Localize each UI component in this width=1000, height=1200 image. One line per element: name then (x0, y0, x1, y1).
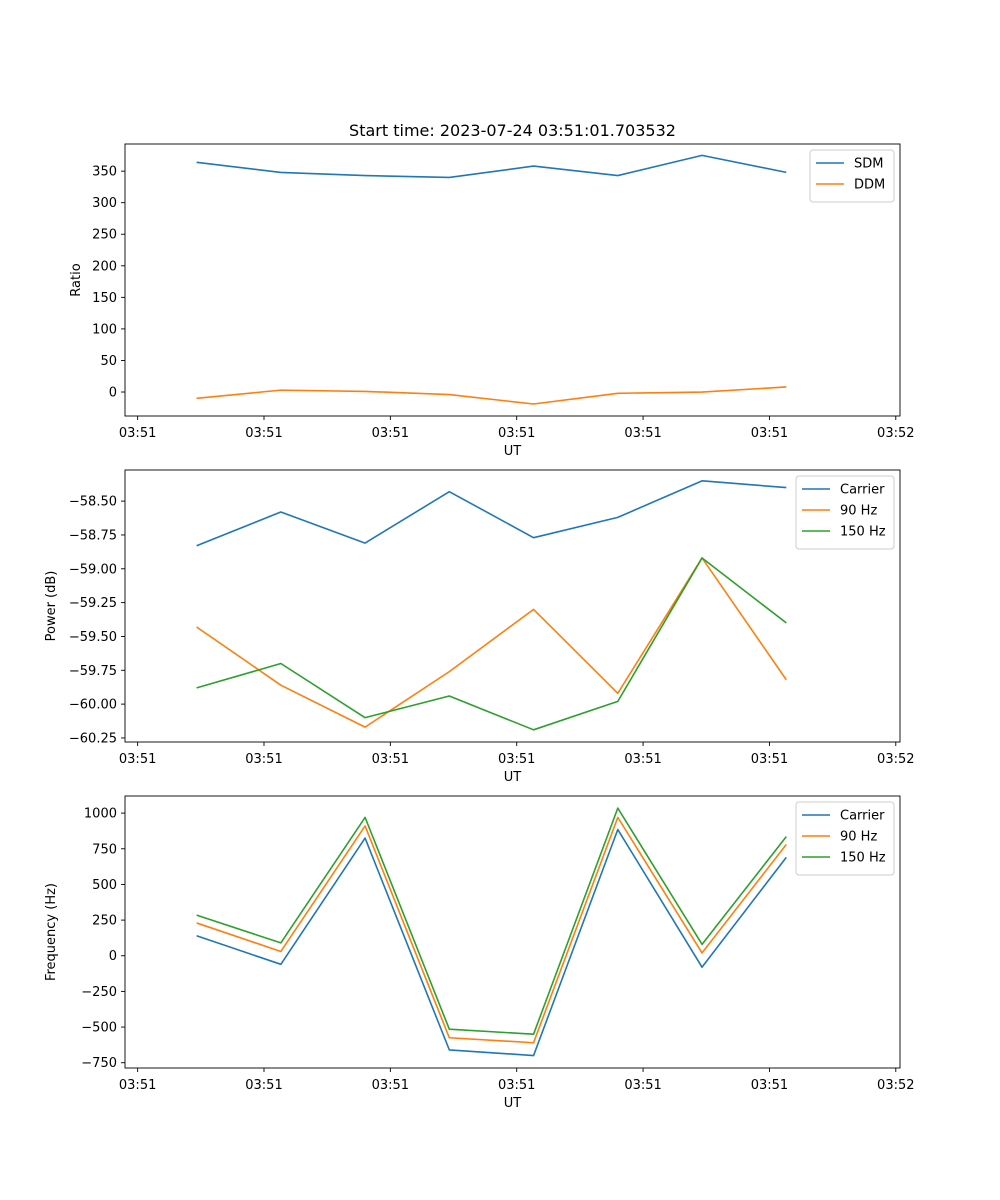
panel-1-y-tick-label-0: 0 (109, 386, 117, 401)
panel-2-y-tick-label-2: −59.75 (69, 664, 117, 679)
panel-3-x-axis-label: UT (504, 1096, 522, 1111)
panel-1-y-tick-label-2: 100 (92, 322, 117, 337)
panel-2-y-axis-label: Power (dB) (44, 571, 59, 642)
panel-3-y-tick-label-5: 500 (92, 878, 117, 893)
panel-3-series-carrier-line (196, 828, 787, 1057)
panel-1-y-tick-label-7: 350 (92, 165, 117, 180)
panel-2-x-tick-label-2: 03:51 (372, 752, 409, 767)
panel-2-x-tick-label-1: 03:51 (245, 752, 282, 767)
panel-1-x-tick-label-2: 03:51 (372, 426, 409, 441)
panel-2-x-axis-label: UT (504, 770, 522, 785)
panel-2: 03:51 03:51 03:51 03:51 03:51 03:51 03:52 −60.2… (44, 469, 915, 785)
panel-1-y-tick-label-4: 200 (92, 259, 117, 274)
panel-2-x-tick-label-3: 03:51 (498, 752, 535, 767)
panel-3: 03:51 03:51 03:51 03:51 03:51 03:51 03:52 −750 −… (44, 795, 915, 1111)
panel-2-series-150-hz-line (196, 557, 787, 731)
panel-1-legend-label-ddm: DDM (854, 178, 885, 193)
panel-3-y-tick-label-6: 750 (92, 842, 117, 857)
panel-1-series-sdm-line (196, 154, 787, 179)
panel-1-x-tick-label-1: 03:51 (245, 426, 282, 441)
panel-2-y-tick-label-1: −60.00 (69, 698, 117, 713)
panel-1-x-axis-label: UT (504, 444, 522, 459)
panel-3-y-tick-label-0: −750 (81, 1056, 117, 1071)
panel-1: 03:51 03:51 03:51 03:51 03:51 03:51 03:52 0 50 10… (69, 143, 915, 459)
panel-1-y-tick-label-5: 250 (92, 228, 117, 243)
panel-3-x-tick-label-2: 03:51 (372, 1078, 409, 1093)
panel-2-y-tick-label-7: −58.50 (69, 495, 117, 510)
panel-2-x-tick-label-6: 03:52 (877, 752, 914, 767)
panel-3-y-tick-label-4: 250 (92, 914, 117, 929)
panel-3-y-tick-label-1: −500 (81, 1021, 117, 1036)
panel-2-x-tick-label-0: 03:51 (119, 752, 156, 767)
panel-3-series-150-hz-line (196, 807, 787, 1035)
panel-1-x-tick-label-5: 03:51 (751, 426, 788, 441)
panel-3-axes-frame (124, 795, 901, 1069)
panel-3-x-tick-label-1: 03:51 (245, 1078, 282, 1093)
panel-3-series-90-hz-line (196, 816, 787, 1044)
panel-2-legend-label-90-hz: 90 Hz (840, 504, 877, 519)
panel-2-y-tick-label-0: −60.25 (69, 731, 117, 746)
panel-3-legend-label-150-hz: 150 Hz (840, 851, 886, 866)
panel-2-legend-label-carrier: Carrier (840, 483, 885, 498)
panel-3-y-tick-label-7: 1000 (84, 807, 117, 822)
panel-1-axes-frame (124, 143, 901, 417)
panel-2-series-carrier-line (196, 480, 787, 547)
panel-1-x-tick-label-3: 03:51 (498, 426, 535, 441)
chart-panels: 03:51 03:51 03:51 03:51 03:51 03:51 03:52 0 50 10… (44, 143, 915, 1111)
panel-2-legend-label-150-hz: 150 Hz (840, 525, 886, 540)
panel-3-y-tick-label-2: −250 (81, 985, 117, 1000)
panel-3-y-tick-label-3: 0 (109, 949, 117, 964)
panel-3-x-tick-label-6: 03:52 (877, 1078, 914, 1093)
panel-1-x-tick-label-4: 03:51 (624, 426, 661, 441)
panel-3-x-tick-label-4: 03:51 (624, 1078, 661, 1093)
panel-3-x-tick-label-0: 03:51 (119, 1078, 156, 1093)
panel-1-legend-label-sdm: SDM (854, 157, 883, 172)
panel-3-legend-label-90-hz: 90 Hz (840, 830, 877, 845)
panel-1-y-tick-label-3: 150 (92, 291, 117, 306)
panel-1-x-tick-label-0: 03:51 (119, 426, 156, 441)
panel-2-y-tick-label-3: −59.50 (69, 630, 117, 645)
figure-title: Start time: 2023-07-24 03:51:01.703532 (349, 121, 676, 140)
panel-3-legend-label-carrier: Carrier (840, 809, 885, 824)
panel-2-axes-frame (124, 469, 901, 743)
panel-2-y-tick-label-6: −58.75 (69, 528, 117, 543)
panel-1-y-tick-label-1: 50 (100, 354, 117, 369)
panel-2-y-tick-label-4: −59.25 (69, 596, 117, 611)
panel-3-y-axis-label: Frequency (Hz) (44, 883, 59, 981)
panel-2-y-tick-label-5: −59.00 (69, 562, 117, 577)
panel-2-x-tick-label-5: 03:51 (751, 752, 788, 767)
panel-1-y-tick-label-6: 300 (92, 196, 117, 211)
panel-2-x-tick-label-4: 03:51 (624, 752, 661, 767)
panel-3-x-tick-label-5: 03:51 (751, 1078, 788, 1093)
panel-1-series-ddm-line (196, 386, 787, 405)
panel-3-x-tick-label-3: 03:51 (498, 1078, 535, 1093)
panel-1-y-axis-label: Ratio (69, 263, 84, 296)
panel-1-x-tick-label-6: 03:52 (877, 426, 914, 441)
